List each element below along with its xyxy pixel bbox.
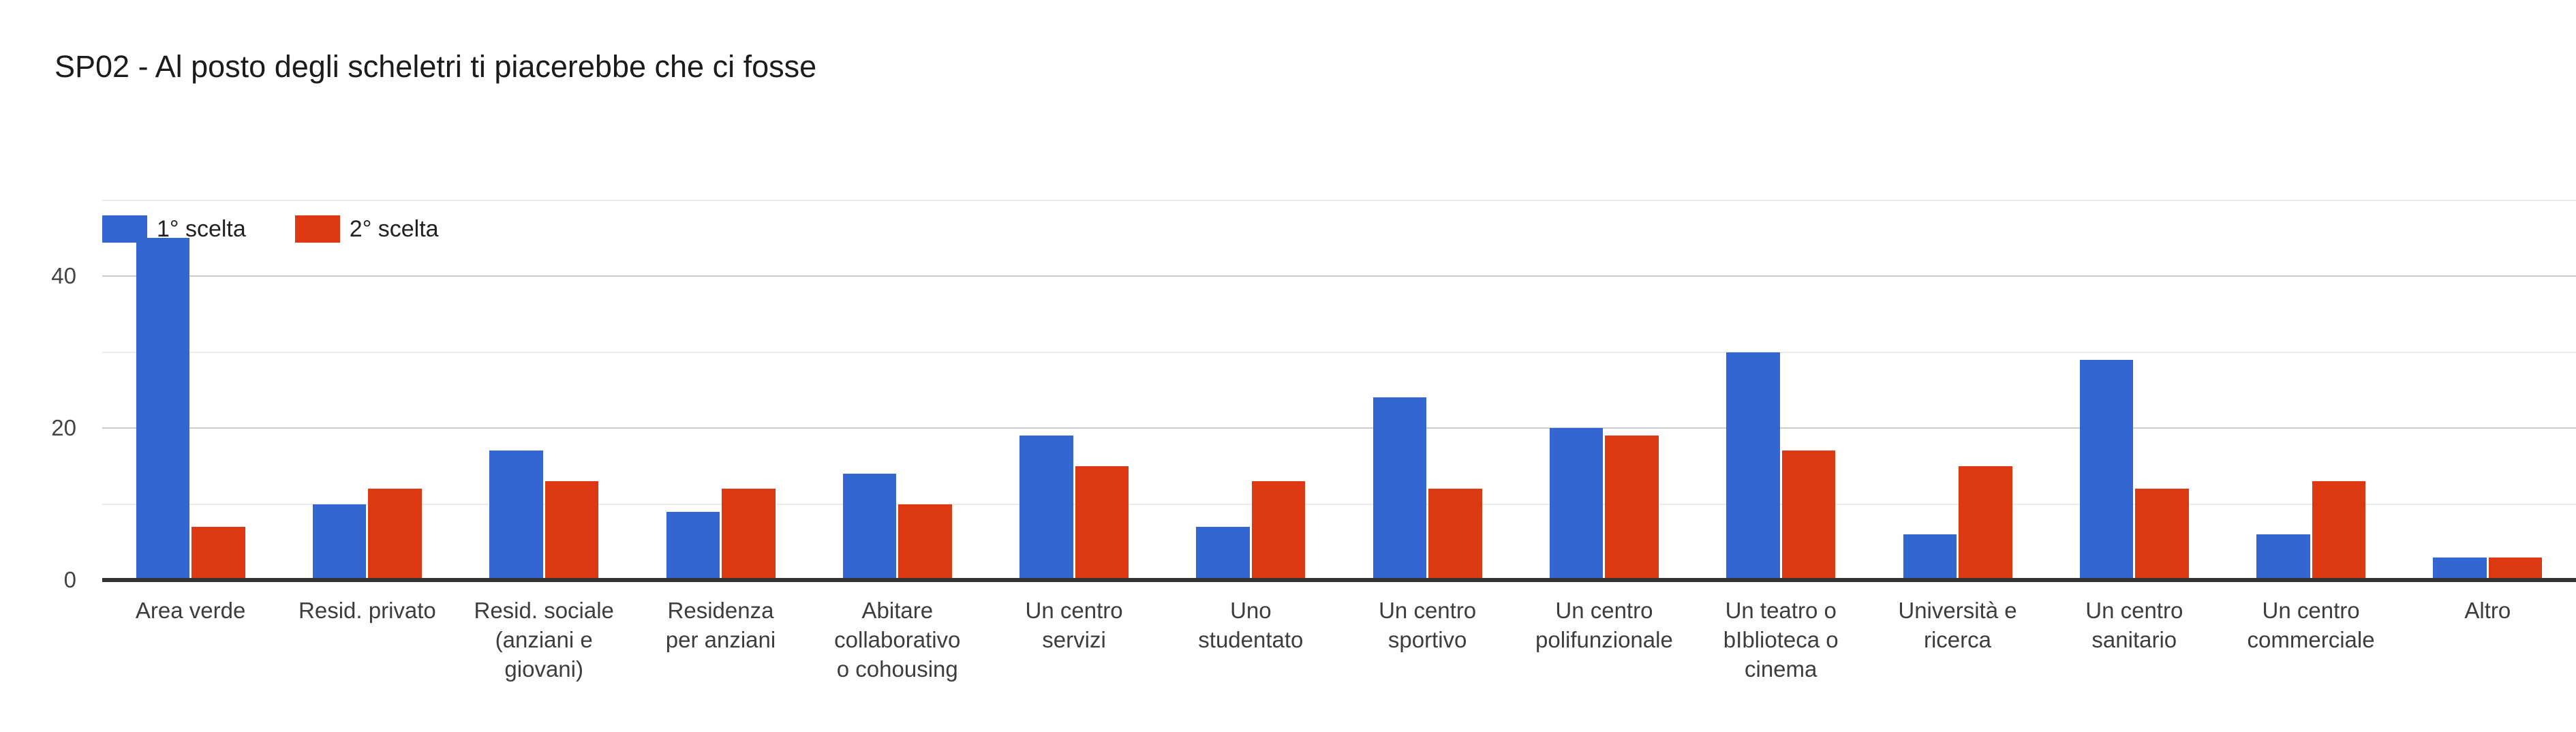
gridline-20 [102,427,2576,429]
x-category-label-line: Residenza [667,598,774,623]
bar-series1-10 [1903,534,1957,580]
x-category-label-4: Abitare collaborativo o cohousing [809,596,985,684]
legend-label: 1° scelta [157,215,246,242]
x-category-label-line: studentato [1198,627,1304,652]
bar-series1-3 [666,511,720,580]
bar-series1-9 [1726,352,1780,580]
y-tick-label-40: 40 [51,263,76,288]
bar-series1-2 [489,451,543,580]
legend-item-2: 2° scelta [294,215,439,243]
x-category-label-line: Un centro [2262,598,2360,623]
bar-series2-4 [898,504,952,580]
bar-series2-13 [2488,557,2543,580]
x-category-label-8: Un centro polifunzionale [1516,596,1692,654]
x-category-label-line: Resid. privato [298,598,436,623]
bar-series2-2 [545,481,599,580]
bar-series1-6 [1196,526,1250,580]
bar-series2-5 [1075,466,1129,580]
x-category-label-13: Altro [2399,596,2576,625]
legend-label: 2° scelta [349,215,439,242]
y-tick-label-0: 0 [63,567,76,592]
x-category-label-line: Abitare [861,598,934,623]
gridline-40 [102,275,2576,277]
x-category-label-10: Università e ricerca [1869,596,2046,654]
gridline-30 [102,351,2576,353]
x-category-label-line: o cohousing [836,656,958,682]
x-category-label-2: Resid. sociale (anziani e giovani) [456,596,632,684]
y-tick-label-20: 20 [51,415,76,440]
legend-swatch-icon [294,215,340,243]
bar-series2-10 [1959,466,2012,580]
x-category-label-0: Area verde [102,596,279,625]
bar-series2-11 [2135,489,2189,580]
bar-series1-7 [1373,397,1427,580]
x-category-label-line: Un teatro o [1725,598,1837,623]
bar-series2-3 [722,489,776,580]
x-category-label-line: commerciale [2247,627,2375,652]
x-category-label-6: Uno studentato [1163,596,1339,654]
legend-item-1: 1° scelta [102,215,246,243]
x-category-label-line: polifunzionale [1535,627,1673,652]
gridline-50 [102,199,2576,201]
bar-series2-8 [1605,436,1659,580]
x-category-label-line: Uno [1230,598,1272,623]
x-category-label-line: Area verde [135,598,246,623]
x-category-label-line: Resid. sociale [474,598,614,623]
bar-series2-9 [1781,451,1836,580]
bar-series2-6 [1251,481,1306,580]
x-category-label-line: bIblioteca o [1723,627,1839,652]
bar-series2-1 [368,489,422,580]
x-category-label-line: cinema [1745,656,1818,682]
x-category-label-line: Un centro [1379,598,1477,623]
bar-series2-12 [2312,481,2366,580]
x-category-label-line: Un centro [1555,598,1653,623]
x-category-label-5: Un centro servizi [985,596,1162,654]
x-category-label-line: sportivo [1387,627,1467,652]
x-category-label-line: collaborativo [834,627,961,652]
x-category-label-line: servizi [1042,627,1106,652]
x-category-label-12: Un centro commerciale [2222,596,2399,654]
bar-series2-0 [191,526,245,580]
bar-series1-13 [2433,557,2487,580]
bar-series2-7 [1428,489,1482,580]
x-category-label-line: sanitario [2091,627,2177,652]
x-category-label-line: Un centro [1025,598,1123,623]
x-category-label-11: Un centro sanitario [2046,596,2222,654]
bar-series1-5 [1019,436,1073,580]
x-category-label-1: Resid. privato [279,596,455,625]
legend-swatch-icon [102,215,147,243]
x-category-label-9: Un teatro o bIblioteca o cinema [1693,596,1869,684]
bar-series1-12 [2256,534,2310,580]
x-category-label-line: Università e [1898,598,2017,623]
x-category-label-line: (anziani e [495,627,593,652]
x-category-label-line: per anziani [665,627,776,652]
x-category-label-line: giovani) [504,656,583,682]
x-category-label-line: ricerca [1923,627,1991,652]
x-category-label-3: Residenza per anziani [632,596,809,654]
chart-legend: 1° scelta 2° scelta [102,215,488,243]
bar-series1-4 [842,473,897,580]
bar-series1-1 [312,504,367,580]
chart-title: SP02 - Al posto degli scheletri ti piace… [55,49,817,84]
bar-series1-8 [1549,428,1604,580]
bar-series1-0 [136,238,190,580]
x-category-label-line: Un centro [2085,598,2183,623]
x-axis-baseline [102,578,2576,582]
gridline-10 [102,503,2576,505]
x-category-label-line: Altro [2464,598,2511,623]
bar-series1-11 [2079,359,2134,580]
x-category-label-7: Un centro sportivo [1339,596,1516,654]
